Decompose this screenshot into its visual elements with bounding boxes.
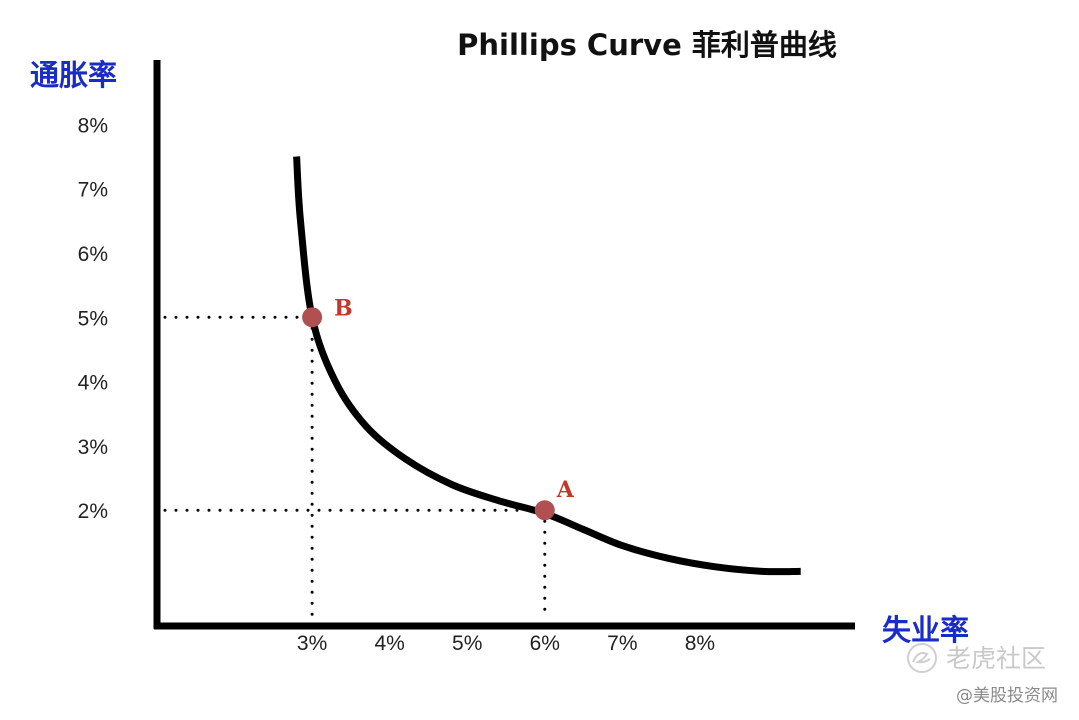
x-tick-label: 3% bbox=[297, 632, 327, 655]
y-axis-title: 通胀率 bbox=[30, 58, 117, 92]
y-tick-label: 4% bbox=[78, 372, 108, 395]
x-tick-label: 5% bbox=[452, 632, 482, 655]
x-tick-label: 7% bbox=[607, 632, 637, 655]
y-tick-label: 2% bbox=[78, 500, 108, 523]
point-label-b: B bbox=[334, 295, 353, 321]
y-tick-label: 6% bbox=[78, 243, 108, 266]
x-tick-labels: 3% 4% 5% 6% 7% 8% bbox=[297, 632, 715, 655]
point-marker-b bbox=[302, 307, 323, 328]
highlight-points: BA bbox=[302, 295, 575, 521]
chart-title: Phillips Curve 菲利普曲线 bbox=[457, 28, 837, 62]
y-tick-labels: 8% 7% 6% 5% 4% 3% 2% bbox=[78, 114, 108, 523]
x-tick-label: 8% bbox=[685, 632, 715, 655]
watermark-main-text: 老虎社区 bbox=[946, 644, 1046, 673]
y-tick-label: 3% bbox=[78, 436, 108, 459]
x-tick-label: 6% bbox=[530, 632, 560, 655]
y-tick-label: 8% bbox=[78, 114, 108, 137]
guide-lines bbox=[163, 315, 547, 620]
y-tick-label: 5% bbox=[78, 307, 108, 330]
watermark-sub-text: @美股投资网 bbox=[956, 686, 1058, 706]
x-tick-label: 4% bbox=[374, 632, 404, 655]
point-label-a: A bbox=[556, 477, 575, 503]
watermark: 老虎社区 @美股投资网 bbox=[907, 643, 1058, 706]
watermark-logo-icon bbox=[907, 643, 937, 673]
y-tick-label: 7% bbox=[78, 179, 108, 202]
x-axis-title: 失业率 bbox=[882, 613, 969, 647]
point-marker-a bbox=[534, 500, 555, 521]
